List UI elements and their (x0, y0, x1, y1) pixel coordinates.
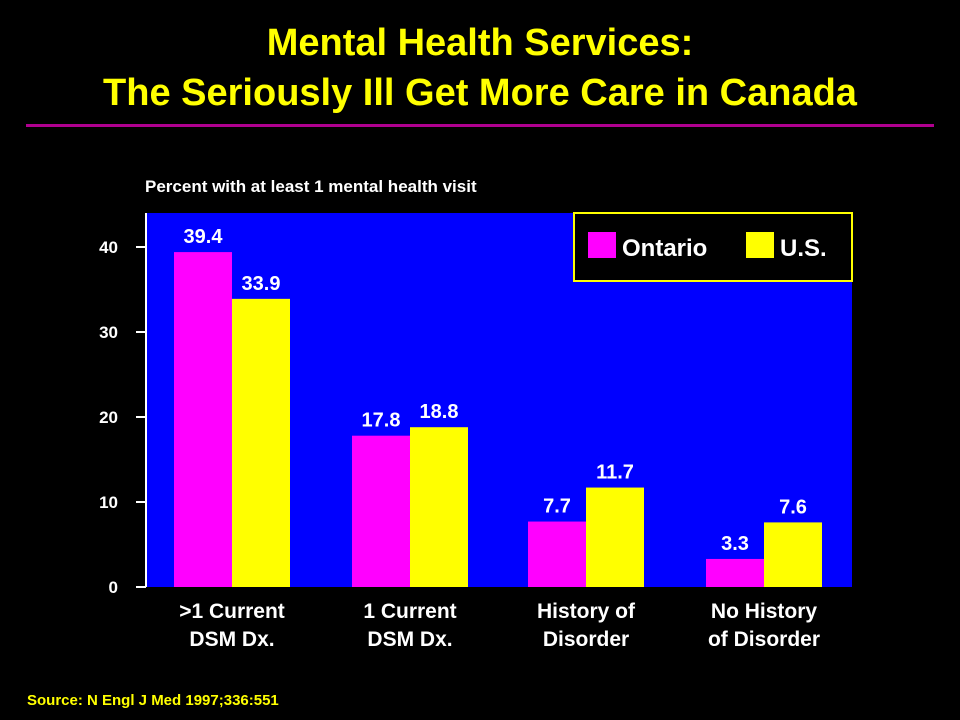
data-label: 3.3 (721, 533, 749, 555)
x-tick-label: No History (711, 600, 818, 623)
legend-box (573, 212, 853, 282)
bar-chart: Percent with at least 1 mental health vi… (99, 177, 853, 651)
x-tick-label: Disorder (543, 628, 629, 651)
y-tick-label: 0 (109, 578, 118, 597)
data-label: 39.4 (184, 226, 224, 248)
x-tick-label: DSM Dx. (189, 628, 274, 651)
data-label: 7.6 (779, 496, 807, 518)
legend-label-1: U.S. (780, 235, 827, 262)
x-tick-label: of Disorder (708, 628, 820, 651)
bar-us-1 (410, 427, 468, 587)
x-tick-label: >1 Current (179, 600, 285, 623)
x-tick-label: DSM Dx. (367, 628, 452, 651)
y-axis-label: Percent with at least 1 mental health vi… (145, 177, 477, 196)
bar-us-0 (232, 298, 290, 587)
data-label: 18.8 (420, 401, 459, 423)
data-label: 7.7 (543, 496, 571, 518)
bar-ontario-1 (352, 435, 410, 587)
bar-us-2 (586, 487, 644, 587)
source-citation: Source: N Engl J Med 1997;336:551 (27, 692, 279, 709)
y-tick-label: 10 (99, 493, 118, 512)
bar-ontario-3 (706, 558, 764, 587)
title-divider (26, 124, 934, 127)
legend-label-0: Ontario (622, 235, 707, 262)
chart-title-line-1: Mental Health Services: (266, 22, 694, 64)
bar-ontario-2 (528, 521, 586, 587)
x-tick-label: 1 Current (363, 600, 456, 623)
data-label: 33.9 (242, 273, 281, 295)
bar-us-3 (764, 522, 822, 587)
y-tick-label: 40 (99, 238, 118, 257)
y-tick-label: 20 (99, 408, 118, 427)
x-tick-label: History of (537, 600, 636, 623)
chart-title-line-2: The Seriously Ill Get More Care in Canad… (103, 72, 857, 114)
y-tick-label: 30 (99, 323, 118, 342)
data-label: 17.8 (362, 410, 401, 432)
legend-swatch-0 (588, 232, 616, 258)
bar-ontario-0 (174, 252, 232, 587)
legend-swatch-1 (746, 232, 774, 258)
data-label: 11.7 (596, 462, 634, 484)
